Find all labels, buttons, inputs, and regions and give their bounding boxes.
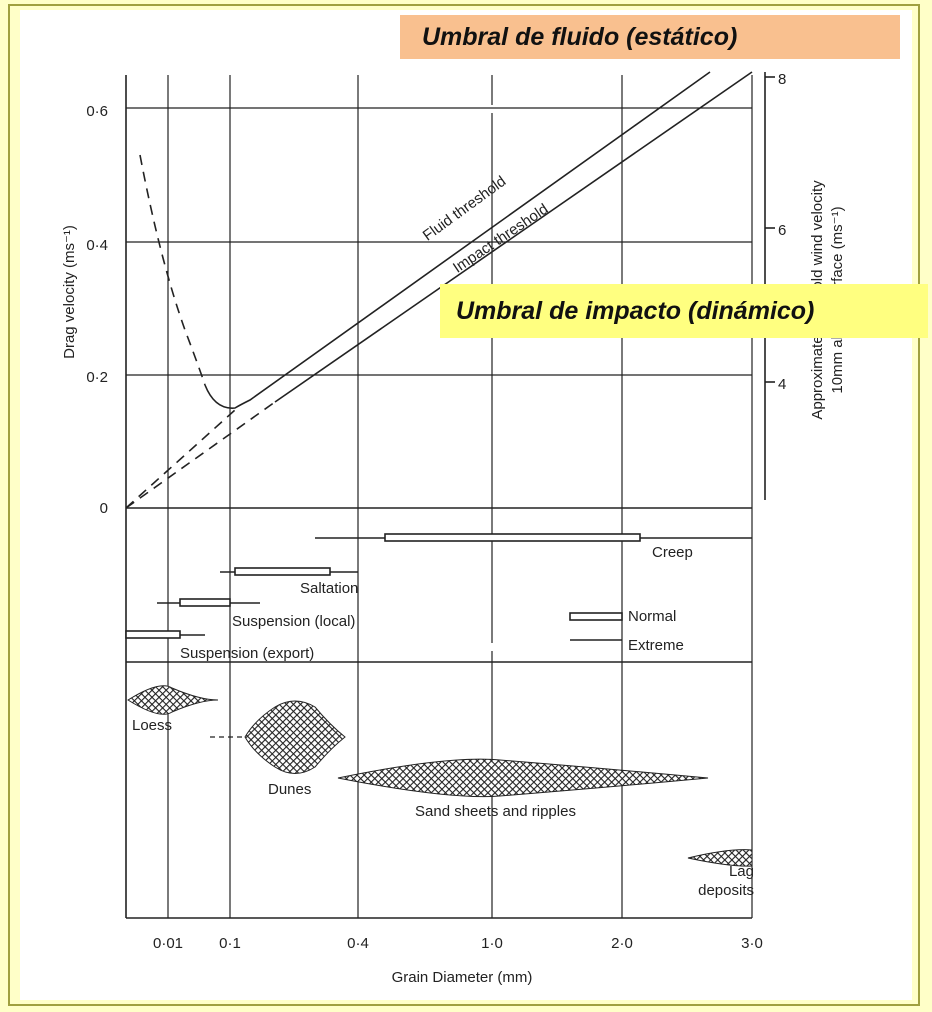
transport-label: Creep (652, 544, 693, 561)
x-tick-label: 0·01 (153, 935, 183, 952)
y-tick-label: 0·6 (86, 103, 108, 120)
y-axis-label: Drag velocity (ms⁻¹) (61, 225, 78, 359)
deposit-label: Loess (132, 717, 172, 734)
y2-tick-label: 4 (778, 376, 786, 393)
x-tick-label: 0·4 (347, 935, 369, 952)
fluid-overlay: Umbral de fluido (estático) (400, 15, 900, 59)
deposit-shapes (128, 686, 752, 866)
transport-label: Suspension (export) (180, 645, 314, 662)
deposit-label: Lag deposits (680, 862, 754, 900)
transport-label: Saltation (300, 580, 358, 597)
x-tick-label: 0·1 (219, 935, 241, 952)
legend-label: Extreme (628, 637, 684, 654)
x-tick-label: 2·0 (611, 935, 633, 952)
y2-tick-label: 8 (778, 71, 786, 88)
transport-label: Suspension (local) (232, 613, 355, 630)
deposit-label: Dunes (268, 781, 311, 798)
deposit-label: Sand sheets and ripples (415, 803, 576, 820)
x-axis-label: Grain Diameter (mm) (392, 969, 533, 986)
figure: Drag velocity (ms⁻¹) 0·6 0·4 0·2 0 Appro… (0, 0, 932, 1012)
x-tick-label: 1·0 (481, 935, 503, 952)
y-tick-label: 0 (100, 500, 108, 517)
y-tick-label: 0·2 (86, 369, 108, 386)
x-tick-label: 3·0 (741, 935, 763, 952)
page: Drag velocity (ms⁻¹) 0·6 0·4 0·2 0 Appro… (0, 0, 932, 1012)
legend-label: Normal (628, 608, 676, 625)
impact-overlay: Umbral de impacto (dinámico) (440, 284, 928, 338)
y2-tick-label: 6 (778, 222, 786, 239)
y-tick-label: 0·4 (86, 237, 108, 254)
